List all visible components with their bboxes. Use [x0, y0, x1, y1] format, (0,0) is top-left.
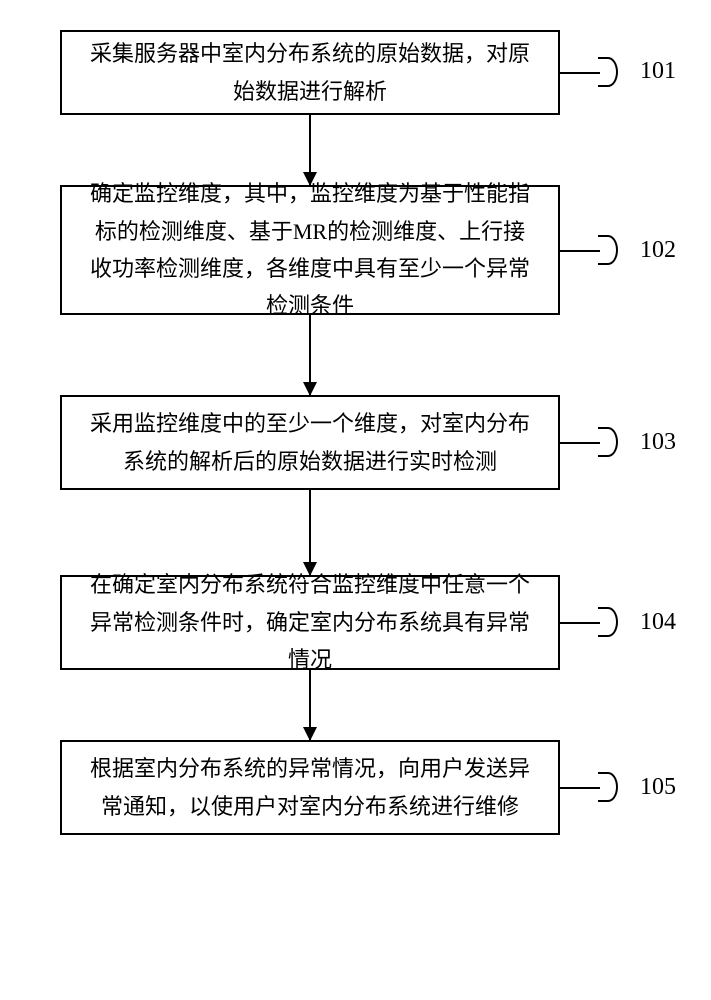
flow-step-5-text: 根据室内分布系统的异常情况，向用户发送异常通知，以使用户对室内分布系统进行维修 [84, 750, 536, 825]
connector-line [560, 250, 600, 252]
flow-step-2: 确定监控维度，其中，监控维度为基于性能指标的检测维度、基于MR的检测维度、上行接… [60, 185, 560, 315]
connector-curve [598, 235, 618, 265]
flow-step-2-text: 确定监控维度，其中，监控维度为基于性能指标的检测维度、基于MR的检测维度、上行接… [84, 175, 536, 325]
flow-step-1: 采集服务器中室内分布系统的原始数据，对原始数据进行解析 [60, 30, 560, 115]
connector-line [560, 787, 600, 789]
flow-step-1-text: 采集服务器中室内分布系统的原始数据，对原始数据进行解析 [84, 35, 536, 110]
flow-step-5: 根据室内分布系统的异常情况，向用户发送异常通知，以使用户对室内分布系统进行维修 [60, 740, 560, 835]
connector-curve [598, 607, 618, 637]
flow-arrow [309, 670, 311, 740]
flow-step-3-text: 采用监控维度中的至少一个维度，对室内分布系统的解析后的原始数据进行实时检测 [84, 405, 536, 480]
flow-step-3: 采用监控维度中的至少一个维度，对室内分布系统的解析后的原始数据进行实时检测 [60, 395, 560, 490]
connector-line [560, 442, 600, 444]
flowchart-container: 采集服务器中室内分布系统的原始数据，对原始数据进行解析 确定监控维度，其中，监控… [60, 30, 560, 835]
step-label-1: 101 [640, 58, 676, 85]
connector-curve [598, 772, 618, 802]
flow-arrow [309, 115, 311, 185]
connector-curve [598, 427, 618, 457]
flow-arrow [309, 315, 311, 395]
flow-arrow [309, 490, 311, 575]
connector-line [560, 622, 600, 624]
step-label-3: 103 [640, 429, 676, 456]
connector-curve [598, 57, 618, 87]
connector-line [560, 72, 600, 74]
flow-step-4: 在确定室内分布系统符合监控维度中任意一个异常检测条件时，确定室内分布系统具有异常… [60, 575, 560, 670]
step-label-5: 105 [640, 774, 676, 801]
step-label-2: 102 [640, 237, 676, 264]
step-label-4: 104 [640, 609, 676, 636]
flow-step-4-text: 在确定室内分布系统符合监控维度中任意一个异常检测条件时，确定室内分布系统具有异常… [84, 566, 536, 678]
